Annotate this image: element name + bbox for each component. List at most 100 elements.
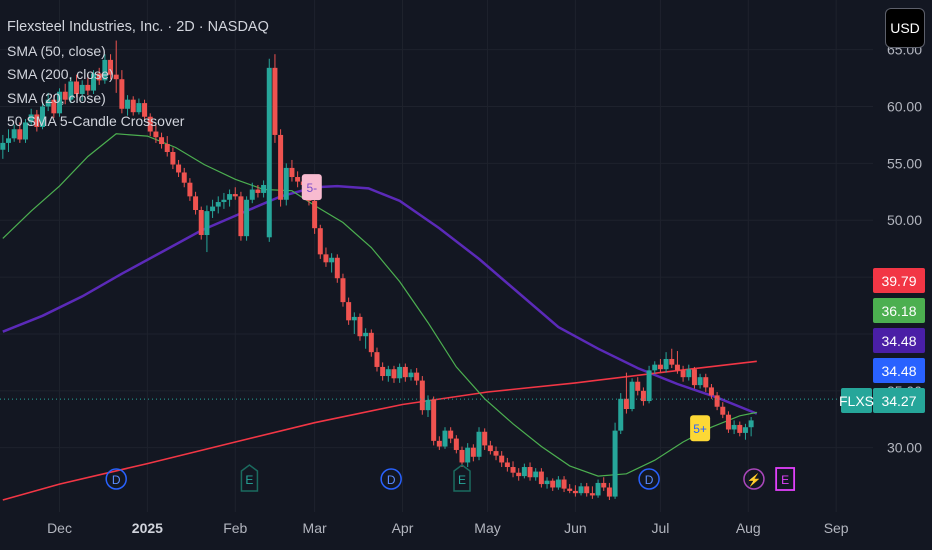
candle <box>374 347 380 372</box>
candle-body <box>414 372 420 381</box>
candle <box>436 436 442 450</box>
candle <box>691 366 697 389</box>
candle <box>51 95 57 118</box>
grid <box>0 0 873 512</box>
candle-body <box>85 84 91 91</box>
candle-body <box>312 200 318 229</box>
candle-body <box>431 399 437 441</box>
candle-body <box>0 142 6 150</box>
candle <box>187 178 193 201</box>
candle-body <box>680 370 686 378</box>
legend-sma20[interactable]: SMA (20, close) <box>7 89 106 106</box>
candle <box>544 477 550 489</box>
candle-body <box>476 431 482 457</box>
price-tag-label: 34.48 <box>881 363 916 379</box>
currency-button[interactable]: USD <box>885 8 925 48</box>
candle <box>720 402 726 419</box>
candle-body <box>368 332 374 353</box>
candle <box>119 70 125 114</box>
legend-sma50[interactable]: SMA (50, close) <box>7 42 106 59</box>
earnings-upcoming-icon <box>775 467 796 491</box>
candle <box>198 206 204 240</box>
candle-body <box>623 398 629 410</box>
candle <box>0 134 6 159</box>
candle-body <box>691 369 697 386</box>
price-tags: 39.79 36.18 34.48 34.48 34.27 <box>873 268 925 413</box>
price-tag-label: 34.48 <box>881 333 916 349</box>
candle-body <box>572 490 578 494</box>
candle-body <box>295 177 301 182</box>
candle-body <box>266 67 272 238</box>
candle <box>317 224 323 259</box>
sma20-line <box>2 133 757 477</box>
symbol-title[interactable]: Flexsteel Industries, Inc. · 2D · NASDAQ <box>7 19 269 35</box>
candle <box>504 457 510 472</box>
candle <box>527 462 533 481</box>
legend-sma200[interactable]: SMA (200, close) <box>7 66 114 82</box>
candle-body <box>385 369 391 377</box>
candle-body <box>669 358 675 365</box>
candle-body <box>555 479 561 488</box>
candle-body <box>714 395 720 407</box>
candle <box>164 136 170 157</box>
candle <box>612 422 618 499</box>
candle-body <box>459 449 465 463</box>
signal-label: 5- <box>306 181 317 195</box>
candle-body <box>408 372 414 378</box>
candle <box>170 147 176 170</box>
candle-body <box>595 482 601 496</box>
candle-body <box>113 74 119 80</box>
candle-body <box>510 467 516 473</box>
dividend-icon <box>105 468 127 490</box>
candle-body <box>153 131 159 138</box>
candle <box>346 297 352 325</box>
event-marker: E <box>240 464 259 492</box>
event-label: D <box>112 473 121 487</box>
candle <box>646 365 652 404</box>
candle <box>737 421 743 437</box>
candle <box>102 54 108 84</box>
candle <box>482 428 488 450</box>
candle-body <box>533 471 539 478</box>
candle <box>62 83 68 105</box>
split-icon <box>743 468 765 490</box>
candle <box>550 478 556 491</box>
candle <box>686 364 692 381</box>
candle <box>703 373 709 392</box>
candle <box>402 363 408 382</box>
signal-buy-badge: 5+ <box>690 415 711 442</box>
price-tag-label: 36.18 <box>881 303 916 319</box>
candle-body <box>397 366 403 379</box>
price-tag-label: 34.27 <box>881 393 916 409</box>
candle <box>578 482 584 496</box>
candle <box>329 253 335 273</box>
candle-body <box>130 99 136 113</box>
candle-body <box>363 332 369 337</box>
candle-body <box>102 59 108 81</box>
candle-body <box>470 447 476 457</box>
candle-body <box>686 369 692 378</box>
x-axis: Dec 2025 Feb Mar Apr May Jun Jul Aug Sep <box>47 520 849 536</box>
candle <box>408 369 414 381</box>
legend-crossover[interactable]: 50 SMA 5-Candle Crossover <box>7 113 185 129</box>
x-tick-label: Jun <box>564 520 587 536</box>
candle <box>493 446 499 461</box>
candle-body <box>346 302 352 321</box>
candle <box>465 443 471 468</box>
candle <box>742 423 748 440</box>
candle <box>266 58 272 242</box>
candle <box>351 312 357 334</box>
event-label: D <box>387 473 396 487</box>
candle <box>516 468 522 481</box>
candle <box>431 396 437 446</box>
candle <box>136 98 142 115</box>
candle <box>142 99 148 122</box>
candle <box>289 159 295 182</box>
candle <box>323 247 329 267</box>
candle <box>391 365 397 383</box>
signal-sell-badge: 5- <box>301 174 322 201</box>
candle-body <box>34 114 40 127</box>
candle <box>561 476 567 493</box>
candle-body <box>28 114 34 123</box>
